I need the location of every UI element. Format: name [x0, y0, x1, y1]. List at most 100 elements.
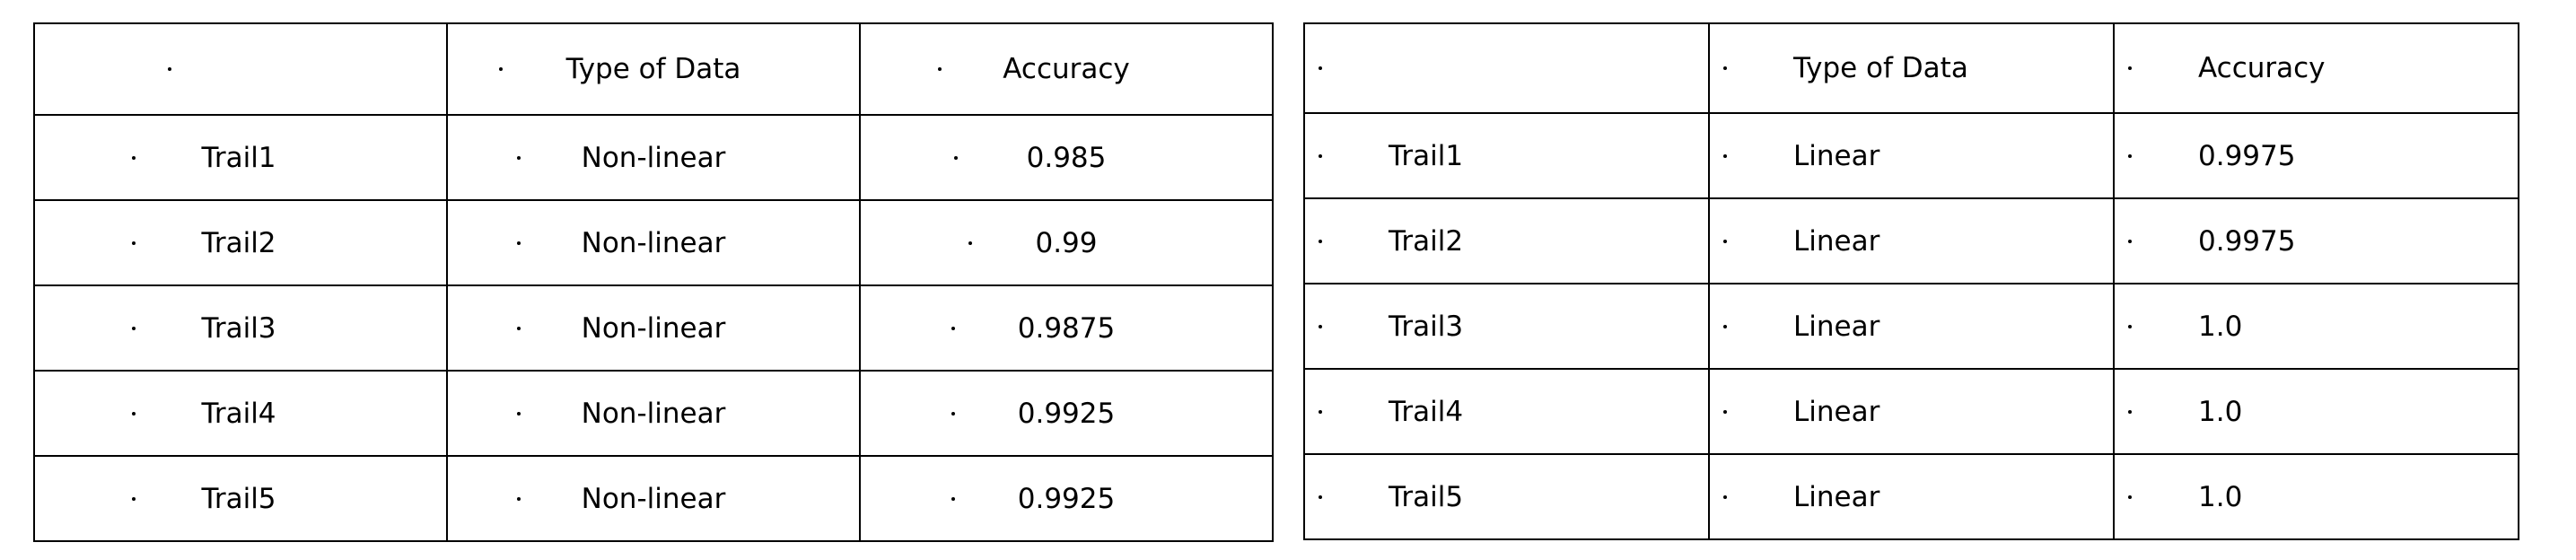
- bullet-dot: [951, 496, 955, 501]
- trial-cell: Trail5: [33, 455, 448, 542]
- bullet-dot: [1319, 324, 1322, 328]
- accuracy-cell: 0.9925: [859, 370, 1274, 457]
- trial-cell: Trail1: [33, 114, 448, 201]
- trial-cell: Trail5: [1303, 453, 1710, 540]
- trial-cell: Trail3: [1303, 283, 1710, 370]
- bullet-dot: [132, 496, 136, 501]
- type-cell: Non-linear: [446, 370, 861, 457]
- type-label: Linear: [1793, 139, 1880, 172]
- type-cell: Non-linear: [446, 199, 861, 286]
- bullet-dot: [2128, 66, 2132, 70]
- bullet-dot: [1723, 324, 1727, 328]
- type-label: Linear: [1793, 395, 1880, 428]
- trial-label: Trail2: [1389, 224, 1464, 258]
- accuracy-value: 0.9975: [2198, 139, 2296, 172]
- trial-label: Trail3: [201, 311, 276, 345]
- bullet-dot: [132, 241, 136, 245]
- type-label: Non-linear: [581, 482, 726, 515]
- accuracy-cell: 0.9875: [859, 284, 1274, 372]
- type-label: Non-linear: [581, 397, 726, 430]
- header-cell-type: Type of Data: [1708, 22, 2115, 114]
- bullet-dot: [517, 496, 521, 501]
- type-cell: Non-linear: [446, 455, 861, 542]
- table-row: Trail5 Linear 1.0: [1303, 453, 2519, 540]
- accuracy-value: 0.99: [1035, 226, 1098, 259]
- header-cell-trial: [1303, 22, 1710, 114]
- bullet-dot: [1319, 66, 1322, 70]
- type-cell: Linear: [1708, 112, 2115, 199]
- bullet-dot: [1319, 239, 1322, 243]
- accuracy-cell: 0.985: [859, 114, 1274, 201]
- bullet-dot: [132, 326, 136, 330]
- type-label: Linear: [1793, 310, 1880, 343]
- table-header-row: Type of Data Accuracy: [33, 22, 1274, 116]
- bullet-dot: [499, 67, 503, 71]
- bullet-dot: [2128, 409, 2132, 414]
- table-row: Trail4 Linear 1.0: [1303, 368, 2519, 455]
- accuracy-cell: 0.9975: [2113, 197, 2519, 284]
- table-row: Trail2 Non-linear 0.99: [33, 199, 1274, 286]
- accuracy-value: 0.9925: [1017, 397, 1116, 430]
- accuracy-cell: 1.0: [2113, 283, 2519, 370]
- bullet-dot: [517, 326, 521, 330]
- bullet-dot: [1319, 153, 1322, 158]
- table-row: Trail1 Linear 0.9975: [1303, 112, 2519, 199]
- accuracy-cell: 0.9975: [2113, 112, 2519, 199]
- trial-cell: Trail4: [1303, 368, 1710, 455]
- trial-label: Trail4: [201, 397, 276, 430]
- type-cell: Linear: [1708, 368, 2115, 455]
- header-cell-accuracy: Accuracy: [2113, 22, 2519, 114]
- bullet-dot: [2128, 324, 2132, 328]
- type-cell: Non-linear: [446, 284, 861, 372]
- bullet-dot: [1723, 494, 1727, 499]
- trial-cell: Trail3: [33, 284, 448, 372]
- bullet-dot: [2128, 153, 2132, 158]
- header-cell-trial: [33, 22, 448, 116]
- accuracy-value: 0.985: [1026, 141, 1107, 174]
- bullet-dot: [968, 241, 972, 245]
- trial-label: Trail5: [201, 482, 276, 515]
- accuracy-value: 1.0: [2198, 395, 2243, 428]
- trial-cell: Trail1: [1303, 112, 1710, 199]
- accuracy-cell: 1.0: [2113, 368, 2519, 455]
- bullet-dot: [132, 411, 136, 416]
- type-label: Non-linear: [581, 141, 726, 174]
- trial-cell: Trail2: [1303, 197, 1710, 284]
- bullet-dot: [951, 411, 955, 416]
- bullet-dot: [938, 67, 942, 71]
- bullet-dot: [1723, 66, 1727, 70]
- table-row: Trail3 Non-linear 0.9875: [33, 284, 1274, 372]
- bullet-dot: [517, 241, 521, 245]
- bullet-dot: [1723, 239, 1727, 243]
- table-row: Trail1 Non-linear 0.985: [33, 114, 1274, 201]
- trial-label: Trail1: [201, 141, 276, 174]
- bullet-dot: [517, 155, 521, 160]
- header-label: Accuracy: [1003, 53, 1130, 85]
- type-label: Linear: [1793, 224, 1880, 258]
- bullet-dot: [168, 67, 171, 71]
- bullet-dot: [954, 155, 958, 160]
- bullet-dot: [1723, 153, 1727, 158]
- trial-label: Trail2: [201, 226, 276, 259]
- accuracy-value: 1.0: [2198, 480, 2243, 513]
- table-row: Trail3 Linear 1.0: [1303, 283, 2519, 370]
- accuracy-value: 0.9875: [1017, 311, 1116, 345]
- trial-label: Trail1: [1389, 139, 1464, 172]
- accuracy-value: 0.9925: [1017, 482, 1116, 515]
- type-label: Non-linear: [581, 311, 726, 345]
- trial-cell: Trail2: [33, 199, 448, 286]
- type-cell: Linear: [1708, 283, 2115, 370]
- table-row: Trail5 Non-linear 0.9925: [33, 455, 1274, 542]
- accuracy-cell: 0.99: [859, 199, 1274, 286]
- bullet-dot: [951, 326, 955, 330]
- header-label: Type of Data: [1793, 52, 1968, 84]
- trial-label: Trail4: [1389, 395, 1464, 428]
- accuracy-value: 1.0: [2198, 310, 2243, 343]
- accuracy-value: 0.9975: [2198, 224, 2296, 258]
- bullet-dot: [2128, 494, 2132, 499]
- table-header-row: Type of Data Accuracy: [1303, 22, 2519, 114]
- trial-label: Trail5: [1389, 480, 1464, 513]
- header-cell-type: Type of Data: [446, 22, 861, 116]
- accuracy-cell: 1.0: [2113, 453, 2519, 540]
- type-cell: Linear: [1708, 453, 2115, 540]
